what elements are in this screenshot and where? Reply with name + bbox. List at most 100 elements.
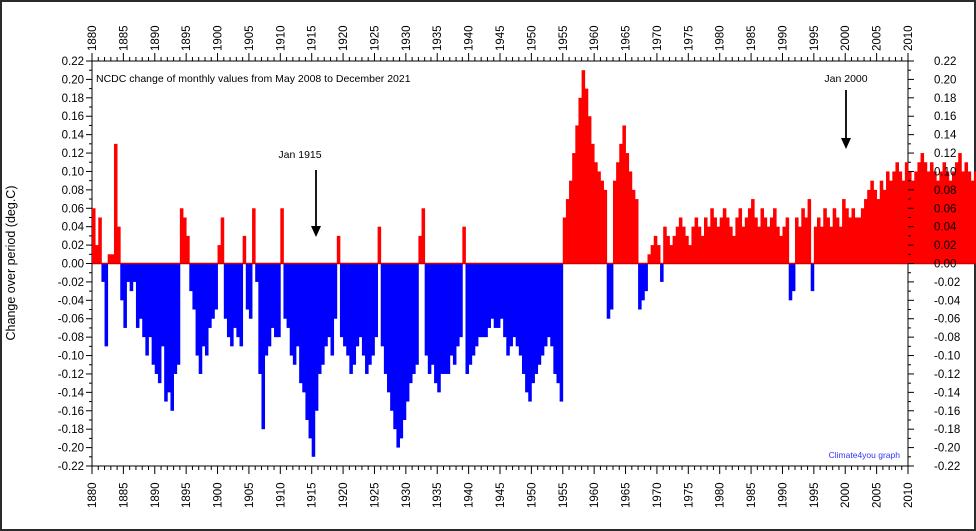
data-bar [230,263,234,347]
y-tick-label-left: -0.22 [58,461,84,473]
data-bar [402,263,407,420]
data-bar [688,245,692,264]
x-tick-label-bottom: 1895 [181,482,193,508]
data-bar [860,208,865,264]
y-tick-label-left: -0.04 [58,295,85,307]
data-bar [214,263,218,310]
x-tick-label-bottom: 1945 [495,482,507,508]
data-bar [769,217,774,264]
y-axis-label: Change over period (deg.C) [4,186,18,341]
data-bar [763,217,768,264]
data-bar [415,263,419,365]
y-tick-label-left: -0.14 [58,387,85,399]
annotation-jan-1915: Jan 1915 [278,149,321,161]
left-y-axis: 0.22 0.20 0.18 0.16 0.14 0.12 0.10 0.08 0.06 0.04… [58,56,92,473]
data-bar [380,263,385,347]
x-tick-label-top: 1910 [275,25,287,51]
y-tick-label-right: 0.18 [934,93,956,105]
x-tick-label-top: 1895 [181,25,193,51]
data-bar [578,97,582,264]
data-bar [685,235,689,264]
data-bar [512,263,517,338]
data-bar [666,235,670,264]
data-bar [656,245,661,264]
data-bar [481,263,485,338]
data-bar [330,263,335,356]
data-bar [967,171,972,264]
data-bar [117,226,121,264]
data-bar [644,263,648,292]
data-bar [459,263,463,338]
data-bar [773,208,777,264]
data-bar [565,199,570,264]
data-bar [408,263,413,384]
data-bar [729,226,733,264]
y-tick-label-left: -0.12 [58,369,84,381]
data-bar [440,263,444,374]
x-tick-label-bottom: 1930 [401,482,413,508]
data-bar [503,263,507,338]
chart-title: NCDC change of monthly values from May 2… [96,73,411,85]
data-bar [660,263,664,282]
data-bar [594,162,598,264]
data-bar [339,263,344,338]
data-bar [804,217,808,264]
data-bar [126,263,131,282]
x-tick-label-bottom: 1925 [369,482,381,508]
data-bar [779,235,783,264]
data-bar [603,189,608,264]
data-bar [195,263,200,356]
data-bar [355,263,360,347]
data-bar [663,226,667,264]
x-tick-label-top: 1905 [244,25,256,51]
data-bar [521,263,526,374]
data-bar [496,263,501,328]
data-bar [587,116,592,264]
data-bar [314,263,319,411]
data-bar [547,263,551,338]
data-bar [612,180,617,264]
arrow-icon-jan-1915 [311,170,321,237]
data-bar [647,254,652,264]
data-bar [556,263,561,384]
x-tick-label-bottom: 1975 [683,482,695,508]
data-bar [368,263,372,365]
data-bar [139,263,143,319]
data-bar [358,263,363,338]
data-bar [412,263,416,374]
data-bar [352,263,357,365]
x-tick-label-top: 1945 [495,25,507,51]
x-tick-label-top: 1980 [715,25,727,51]
data-bar [449,263,454,356]
y-tick-label-right: 0.10 [934,166,956,178]
data-bar [515,263,520,347]
data-bar [933,171,937,264]
data-bar [757,226,761,264]
x-tick-label-top: 1965 [621,25,633,51]
x-tick-label-bottom: 1980 [715,482,727,508]
y-tick-label-left: 0.18 [62,93,84,105]
data-bar [886,171,890,264]
y-tick-label-right: 0.06 [934,203,956,215]
data-bar [820,226,824,264]
data-bar [704,217,708,264]
data-bar [826,217,830,264]
data-bar [936,180,940,264]
x-tick-label-top: 2000 [840,25,852,51]
y-tick-label-left: -0.18 [58,424,84,436]
data-bar [274,263,278,338]
data-bar [876,199,881,264]
x-tick-label-top: 1900 [213,25,225,51]
data-bar [283,263,287,319]
y-tick-label-left: 0.00 [62,259,84,271]
data-bar [161,263,165,347]
x-tick-label-bottom: 1910 [275,482,287,508]
data-bar [132,263,137,282]
data-bar [280,208,284,264]
y-tick-label-right: 0.16 [934,111,956,123]
x-tick-label-top: 1985 [746,25,758,51]
data-bar [813,226,818,264]
data-bar [471,263,476,356]
data-bar [129,263,134,292]
y-tick-label-right: -0.04 [934,295,961,307]
